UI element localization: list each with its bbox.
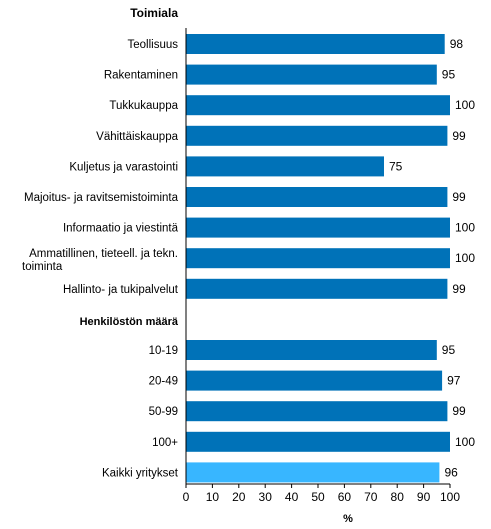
value-label: 98 [450, 37, 464, 51]
category-label: Vähittäiskauppa [96, 131, 178, 143]
category-label: 100+ [152, 437, 178, 449]
x-tick-label: 80 [391, 490, 405, 504]
x-axis: 0 10 20 30 40 50 60 70 80 90 100 [183, 28, 460, 504]
bar [186, 64, 437, 85]
category-labels: Teollisuus Rakentaminen Tukkukauppa Vähittä… [22, 39, 179, 479]
bar [186, 370, 443, 391]
x-axis-label: % [343, 513, 353, 525]
category-label: Kuljetus ja varastointi [69, 161, 178, 173]
category-label: Ammatillinen, tieteell. ja tekn. toiminta [22, 248, 178, 273]
bar [186, 217, 450, 238]
bar [186, 248, 450, 269]
x-tick-label: 50 [311, 490, 325, 504]
value-label: 95 [442, 68, 456, 82]
bar [186, 125, 448, 146]
bar [186, 34, 445, 54]
group-headings: Toimiala Henkilöstön määrä [80, 6, 179, 328]
value-label: 96 [444, 465, 458, 479]
x-tick-label: 10 [206, 490, 220, 504]
value-label: 75 [389, 159, 403, 173]
bar [186, 431, 450, 452]
value-label: 99 [452, 404, 466, 418]
x-tick-label: 60 [338, 490, 352, 504]
category-label: Majoitus- ja ravitsemistoiminta [24, 192, 179, 204]
value-label: 100 [455, 251, 475, 265]
bar [186, 278, 448, 299]
value-label: 99 [452, 129, 466, 143]
x-tick-label: 100 [440, 490, 460, 504]
x-tick-label: 40 [285, 490, 299, 504]
x-tick-label: 0 [183, 490, 190, 504]
value-label: 99 [452, 282, 466, 296]
category-label: 10-19 [149, 345, 178, 357]
bar [186, 340, 437, 360]
category-label: Tukkukauppa [109, 100, 178, 112]
category-label: Rakentaminen [104, 70, 178, 82]
x-tick-label: 20 [232, 490, 246, 504]
value-label: 97 [447, 374, 461, 388]
category-label: Kaikki yritykset [102, 467, 179, 479]
bars [186, 34, 450, 483]
value-label: 100 [455, 98, 475, 112]
x-tick-label: 70 [364, 490, 378, 504]
category-label: Informaatio ja viestintä [63, 223, 179, 235]
value-label: 100 [455, 221, 475, 235]
bar [186, 95, 450, 116]
bar [186, 401, 448, 422]
category-label: 20-49 [149, 376, 178, 388]
value-label: 99 [452, 190, 466, 204]
value-labels: 98 95 100 99 75 99 100 100 99 95 97 99 100 96 [389, 37, 475, 479]
x-tick-label: 30 [259, 490, 273, 504]
value-label: 95 [442, 343, 456, 357]
group-heading: Toimiala [130, 6, 178, 20]
bar [186, 462, 440, 483]
bar [186, 187, 448, 207]
bar [186, 156, 384, 177]
value-label: 100 [455, 435, 475, 449]
category-label: Hallinto- ja tukipalvelut [63, 284, 179, 296]
group-heading: Henkilöstön määrä [80, 316, 179, 328]
x-tick-label: 90 [417, 490, 431, 504]
category-label: 50-99 [149, 406, 178, 418]
category-label: Teollisuus [128, 39, 179, 51]
